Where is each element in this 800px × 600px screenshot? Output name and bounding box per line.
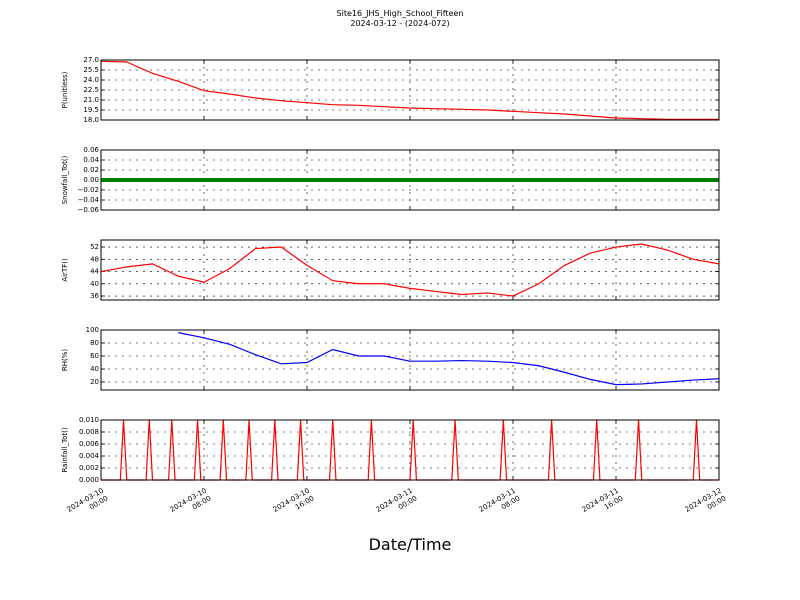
x-axis-label: Date/Time: [369, 535, 452, 554]
x-tick-label: 2024-03-1116:00: [581, 487, 625, 522]
data-line: [178, 332, 720, 386]
y-tick-label: 20: [90, 378, 99, 386]
y-tick-label: 25.5: [83, 66, 99, 74]
data-line: [100, 60, 719, 120]
y-tick-label: 80: [90, 339, 99, 347]
y-tick-label: 21.0: [83, 96, 99, 104]
plot-frame: [100, 59, 720, 121]
y-tick-label: 36: [90, 292, 99, 300]
y-tick-label: 0.006: [79, 440, 100, 448]
x-tick-label: 2024-03-1100:00: [375, 487, 419, 522]
y-tick-label: 19.5: [83, 106, 99, 114]
x-tick-label: 2024-03-1108:00: [478, 487, 522, 522]
y-tick-label: 22.5: [83, 86, 99, 94]
y-axis-label: Rainfall_Tot(): [61, 427, 69, 472]
x-tick-label: 2024-03-1016:00: [272, 487, 316, 522]
y-axis-label: AirTF(): [61, 258, 69, 282]
y-tick-label: 40: [90, 280, 99, 288]
y-tick-label: 52: [90, 243, 99, 251]
plot-frame: [100, 329, 720, 391]
y-tick-label: 0.008: [79, 428, 99, 436]
y-axis-label: RH(%): [61, 349, 69, 372]
chart-title: Site16_JHS_High_School_Fifteen: [337, 9, 464, 18]
chart-subtitle: 2024-03-12 - (2024-072): [350, 19, 449, 28]
y-tick-label: 40: [90, 365, 99, 373]
y-tick-label: 48: [90, 255, 99, 263]
y-tick-label: 0.000: [79, 476, 99, 484]
x-tick-label: 2024-03-1008:00: [169, 487, 213, 522]
y-tick-label: 0.00: [83, 176, 99, 184]
y-tick-label: −0.04: [78, 196, 100, 204]
y-tick-label: 0.06: [83, 146, 99, 154]
y-tick-label: 100: [86, 326, 99, 334]
y-tick-label: 24.0: [83, 76, 99, 84]
y-tick-label: 0.002: [79, 464, 99, 472]
y-tick-label: 0.04: [83, 156, 99, 164]
data-line: [100, 243, 720, 297]
plot-frame: [100, 239, 720, 301]
y-tick-label: 0.02: [83, 166, 99, 174]
y-tick-label: −0.06: [78, 206, 100, 214]
y-tick-label: 0.010: [79, 416, 99, 424]
y-tick-label: 60: [90, 352, 99, 360]
y-tick-label: 27.0: [83, 56, 99, 64]
y-tick-label: 44: [90, 268, 99, 276]
x-tick-label: 2024-03-1000:00: [66, 487, 110, 522]
y-axis-label: Snowfall_Tot(): [61, 155, 69, 204]
y-tick-label: 0.004: [79, 452, 100, 460]
y-axis-label: P(unitless): [61, 71, 69, 108]
plot-frame: [100, 149, 720, 211]
plot-frame: [100, 419, 720, 481]
y-tick-label: −0.02: [78, 186, 99, 194]
x-tick-label: 2024-03-1200:00: [684, 487, 728, 522]
y-tick-label: 18.0: [83, 116, 99, 124]
